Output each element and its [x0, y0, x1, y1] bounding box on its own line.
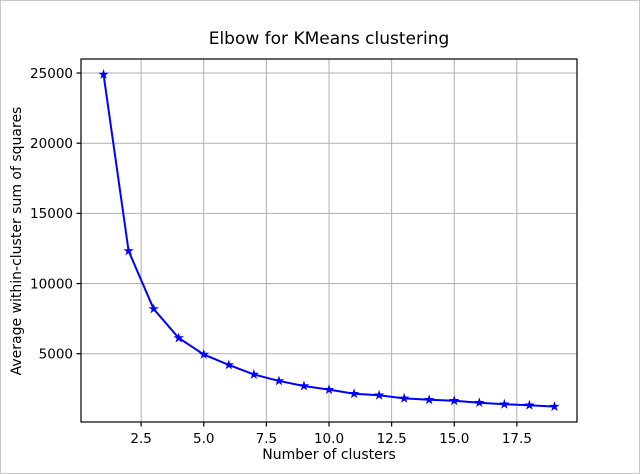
- data-point-marker: [398, 392, 410, 403]
- data-point-marker: [549, 401, 560, 412]
- x-axis-label: Number of clusters: [262, 447, 396, 463]
- x-tick-label: 17.5: [502, 431, 532, 447]
- chart-title: Elbow for KMeans clustering: [208, 29, 450, 49]
- y-tick-label: 5000: [39, 347, 73, 363]
- data-point-marker: [474, 397, 485, 408]
- y-tick-label: 10000: [30, 276, 73, 292]
- data-point-marker: [524, 399, 535, 410]
- data-point-marker: [373, 389, 385, 400]
- data-point-marker: [323, 384, 335, 395]
- y-tick-label: 20000: [30, 136, 73, 152]
- data-point-marker: [223, 359, 235, 370]
- x-tick-label: 5.0: [193, 431, 214, 447]
- y-axis-label: Average within-cluster sum of squares: [9, 106, 25, 376]
- data-point-marker: [248, 368, 260, 379]
- x-tick-label: 10.0: [314, 431, 344, 447]
- x-tick-label: 2.5: [130, 431, 151, 447]
- data-point-marker: [298, 380, 310, 391]
- x-tick-label: 12.5: [377, 431, 407, 447]
- data-point-marker: [173, 332, 184, 343]
- data-point-marker: [98, 68, 109, 79]
- data-point-marker: [348, 388, 360, 399]
- data-point-marker: [123, 245, 134, 256]
- data-point-marker: [449, 395, 460, 406]
- data-point-marker: [273, 375, 285, 386]
- x-tick-label: 7.5: [256, 431, 277, 447]
- data-point-marker: [198, 348, 209, 359]
- data-point-marker: [148, 303, 159, 314]
- x-tick-label: 15.0: [439, 431, 469, 447]
- data-point-marker: [499, 398, 510, 409]
- y-tick-label: 15000: [30, 206, 73, 222]
- y-tick-label: 25000: [30, 66, 73, 82]
- data-point-marker: [423, 394, 435, 405]
